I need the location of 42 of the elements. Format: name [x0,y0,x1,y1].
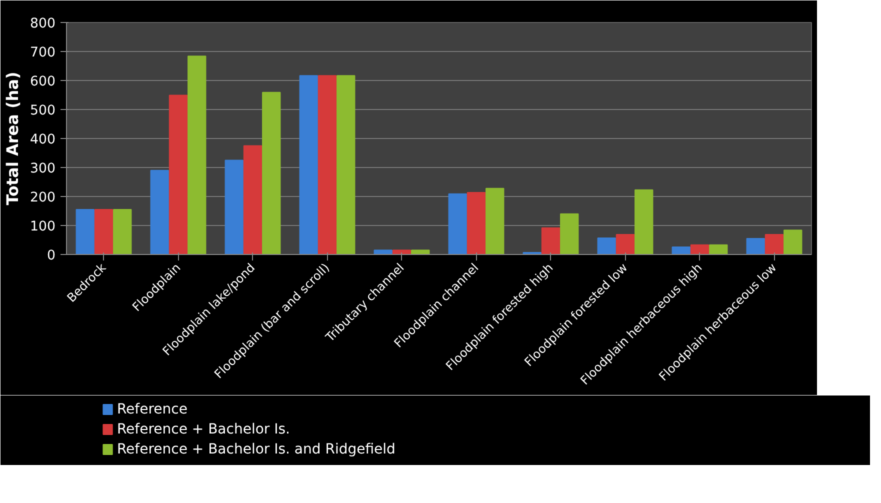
bar [764,234,784,254]
bar [262,92,281,254]
bar [76,209,94,254]
bar [560,213,579,254]
bar [188,56,206,254]
y-tick-label: 800 [30,16,56,32]
bar [486,188,504,254]
bar [709,244,728,254]
bar [466,192,486,254]
y-axis-title: Total Area (ha) [3,72,22,206]
bar [672,246,690,254]
bar [224,160,244,254]
bar [243,145,262,254]
bar [374,250,392,254]
y-tick-label: 500 [30,104,56,118]
legend-label: Reference + Bachelor Is. [116,422,290,438]
y-tick-label: 300 [30,162,56,176]
y-tick-label: 600 [30,74,56,90]
bar [784,230,802,254]
bar [392,250,412,254]
y-tick-label: 200 [30,190,56,206]
bar [448,193,467,254]
bar [94,209,114,254]
bar [597,237,616,254]
bar [411,250,430,254]
y-tick-label: 400 [30,132,56,148]
bar [690,244,710,254]
bar [113,209,132,254]
bar [541,227,560,254]
bar [634,189,654,254]
bar [616,234,635,254]
bar [168,94,188,254]
y-tick-label: 700 [30,46,56,60]
y-tick-label: 100 [30,220,56,234]
bar [150,170,169,254]
legend-label: Reference [116,402,188,418]
y-tick-label: 0 [47,248,56,264]
legend-label: Reference + Bachelor Is. and Ridgefield [116,442,396,458]
bar [318,75,337,254]
bar [336,75,356,254]
bar [299,75,318,254]
bar [746,238,765,254]
